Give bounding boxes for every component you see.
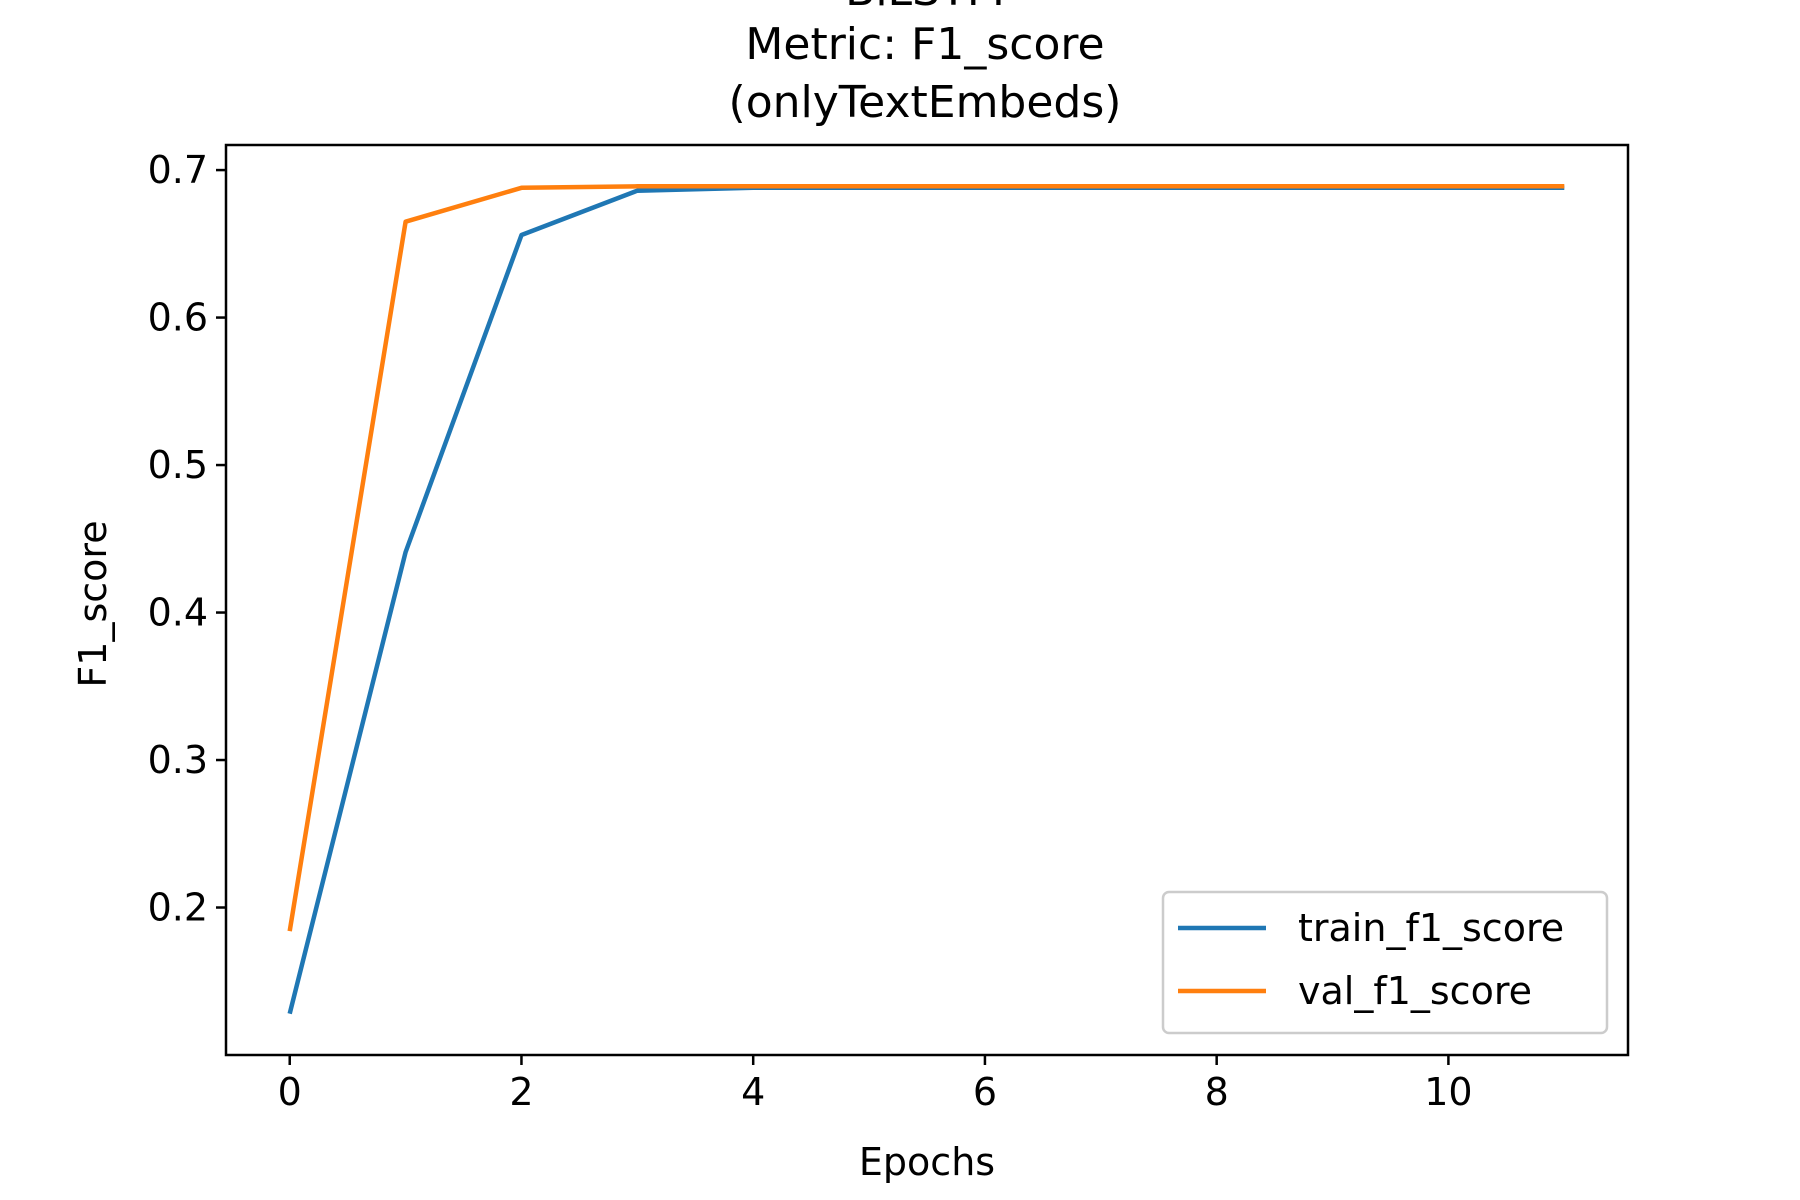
plot-area-frame: [224, 143, 1630, 1057]
series-line-val-f1-score: [287, 184, 1565, 932]
chart-title: BiLSTM Metric: F1_score (onlyTextEmbeds): [729, 0, 1122, 128]
x-tick-label: 8: [1205, 1070, 1229, 1114]
legend-box: [1161, 890, 1609, 1035]
y-tick-label: 0.2: [148, 886, 208, 930]
y-axis-ticks: 0.2 0.3 0.4 0.5 0.6 0.7: [148, 148, 226, 930]
y-tick-label: 0.7: [148, 148, 208, 192]
legend: train_f1_score val_f1_score: [1161, 890, 1609, 1035]
y-tick-label: 0.4: [148, 591, 208, 635]
legend-label-train-f1-score: train_f1_score: [1298, 906, 1564, 950]
title-line-3: (onlyTextEmbeds): [729, 77, 1122, 128]
x-tick-label: 6: [973, 1070, 997, 1114]
x-tick-label: 10: [1424, 1070, 1472, 1114]
title-line-1: BiLSTM: [845, 0, 1005, 16]
series-layer: [287, 184, 1565, 1015]
x-tick-label: 2: [509, 1070, 533, 1114]
x-axis-label: Epochs: [859, 1140, 995, 1184]
y-axis-label: F1_score: [71, 520, 115, 687]
y-tick-label: 0.5: [148, 443, 208, 487]
x-tick-label: 0: [278, 1070, 302, 1114]
x-axis-ticks: 0 2 4 6 8 10: [278, 1055, 1473, 1114]
x-tick-label: 4: [741, 1070, 765, 1114]
y-tick-label: 0.3: [148, 738, 208, 782]
title-line-2: Metric: F1_score: [745, 19, 1104, 70]
y-tick-label: 0.6: [148, 296, 208, 340]
legend-label-val-f1-score: val_f1_score: [1298, 969, 1532, 1013]
